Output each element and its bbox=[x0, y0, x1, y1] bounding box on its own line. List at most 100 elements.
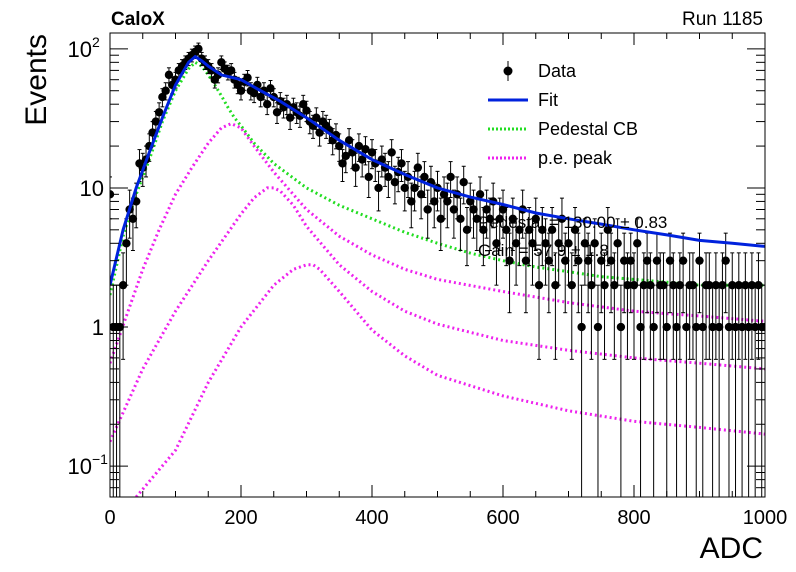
data-marker bbox=[249, 88, 259, 98]
data-marker bbox=[161, 86, 170, 95]
data-point bbox=[194, 42, 203, 56]
data-marker bbox=[407, 197, 416, 206]
x-tick-label: 400 bbox=[355, 507, 388, 529]
data-marker bbox=[430, 197, 439, 206]
data-marker bbox=[410, 183, 419, 193]
data-marker bbox=[338, 159, 347, 168]
data-marker bbox=[597, 256, 606, 265]
data-marker bbox=[639, 280, 649, 290]
data-marker bbox=[675, 280, 685, 290]
data-point bbox=[741, 252, 750, 360]
data-marker bbox=[446, 172, 455, 182]
data-point bbox=[456, 197, 465, 251]
data-point bbox=[466, 182, 475, 229]
data-marker bbox=[263, 100, 272, 109]
data-marker bbox=[652, 256, 662, 265]
data-marker bbox=[705, 280, 714, 290]
data-marker bbox=[423, 205, 432, 214]
data-marker bbox=[456, 214, 465, 224]
x-axis: 0 200 400 600 800 1000 bbox=[104, 33, 787, 529]
data-point bbox=[646, 252, 655, 360]
data-point bbox=[479, 206, 488, 267]
data-marker bbox=[587, 280, 596, 290]
y-tick-label-base: 1 bbox=[92, 315, 104, 340]
data-point bbox=[669, 252, 678, 360]
data-marker bbox=[593, 322, 603, 332]
data-marker bbox=[642, 256, 652, 265]
data-marker bbox=[649, 322, 658, 332]
data-marker bbox=[158, 92, 167, 102]
data-marker bbox=[741, 280, 750, 290]
data-point bbox=[583, 232, 593, 314]
data-marker bbox=[118, 280, 128, 290]
data-marker bbox=[688, 280, 698, 290]
data-marker bbox=[364, 172, 373, 182]
data-marker bbox=[194, 44, 203, 54]
data-point bbox=[711, 252, 721, 360]
y-tick-label: 10 bbox=[80, 176, 104, 201]
data-marker bbox=[567, 280, 576, 290]
fit-layer bbox=[110, 54, 765, 286]
data-point bbox=[649, 284, 658, 497]
data-marker bbox=[154, 108, 164, 117]
data-point bbox=[593, 284, 603, 497]
data-point bbox=[600, 252, 609, 360]
data-marker bbox=[469, 205, 478, 214]
data-point bbox=[459, 165, 468, 205]
data-point bbox=[430, 182, 439, 229]
data-marker bbox=[315, 128, 324, 137]
data-marker bbox=[243, 73, 252, 82]
data-marker bbox=[665, 256, 675, 265]
data-point bbox=[505, 232, 514, 314]
x-tick-label: 1000 bbox=[743, 507, 788, 529]
data-point bbox=[564, 218, 573, 286]
legend-label: Fit bbox=[538, 90, 558, 110]
data-point bbox=[561, 232, 570, 314]
experiment-label: CaloX bbox=[111, 9, 165, 30]
data-point bbox=[747, 252, 757, 360]
y-tick-label: 10 2 bbox=[68, 34, 100, 62]
data-point bbox=[338, 149, 347, 182]
data-point bbox=[364, 161, 373, 199]
y-axis: 10 −1 1 10 10 2 bbox=[68, 34, 765, 498]
data-point bbox=[525, 206, 534, 267]
data-point bbox=[374, 170, 383, 212]
data-point bbox=[541, 218, 550, 286]
data-point bbox=[570, 206, 580, 267]
y-axis-title: Events bbox=[20, 34, 53, 126]
data-marker bbox=[747, 280, 757, 290]
data-marker bbox=[413, 163, 423, 172]
data-marker bbox=[721, 256, 730, 265]
y-tick-label: 10 −1 bbox=[68, 451, 109, 479]
data-marker bbox=[737, 322, 747, 332]
data-marker bbox=[449, 205, 459, 214]
data-point bbox=[400, 170, 409, 212]
data-point bbox=[580, 218, 590, 286]
data-marker bbox=[659, 280, 668, 290]
data-marker bbox=[610, 280, 619, 290]
data-marker bbox=[682, 322, 691, 332]
data-marker bbox=[564, 239, 573, 248]
data-marker bbox=[217, 58, 226, 67]
data-marker bbox=[583, 256, 593, 265]
data-point bbox=[423, 189, 432, 239]
data-marker bbox=[367, 148, 377, 157]
data-point bbox=[590, 218, 599, 286]
data-marker bbox=[479, 225, 488, 235]
data-marker bbox=[633, 239, 642, 248]
data-marker bbox=[613, 239, 622, 248]
data-marker bbox=[459, 177, 468, 187]
data-marker bbox=[236, 86, 246, 95]
y-tick-label-exp: 2 bbox=[92, 34, 100, 50]
data-marker bbox=[439, 190, 449, 199]
data-marker bbox=[397, 159, 406, 168]
data-point bbox=[639, 252, 649, 360]
data-marker bbox=[574, 256, 583, 265]
data-point bbox=[698, 284, 707, 497]
data-marker bbox=[619, 256, 629, 265]
data-marker bbox=[256, 92, 265, 102]
data-marker bbox=[646, 280, 655, 290]
data-marker bbox=[534, 280, 544, 290]
data-point bbox=[597, 232, 606, 314]
data-point bbox=[577, 284, 586, 497]
